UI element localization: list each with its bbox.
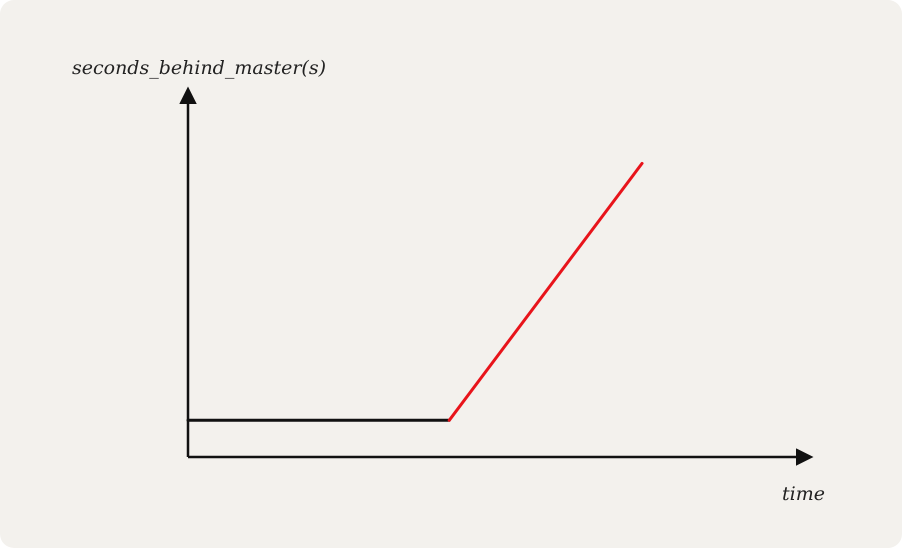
y-axis-label: seconds_behind_master(s) <box>72 57 326 79</box>
x-axis-label: time <box>782 483 825 505</box>
series-layer <box>186 161 644 422</box>
series-line-2 <box>447 161 644 422</box>
